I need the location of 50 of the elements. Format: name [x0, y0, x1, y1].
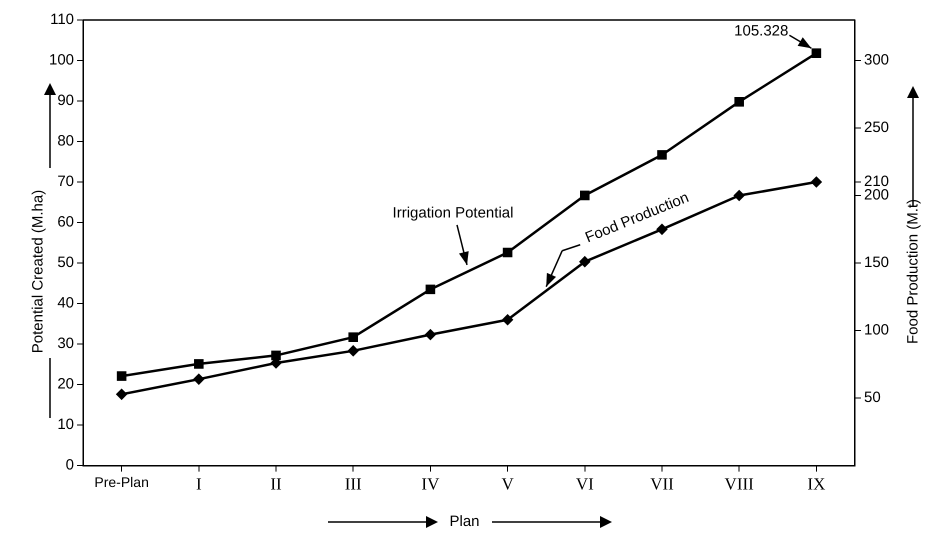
y-tick-label: 90 — [57, 92, 74, 110]
y-tick-label: 50 — [57, 254, 74, 272]
point — [426, 284, 436, 294]
point — [194, 359, 204, 369]
y2-tick-label: 50 — [864, 389, 881, 406]
y2-tick-label: 250 — [864, 119, 890, 136]
y2-tick-label: 300 — [864, 52, 890, 69]
x-tick-label: I — [196, 474, 202, 494]
y2-axis-title: Food Production (M.t) — [904, 198, 922, 346]
point — [580, 190, 590, 200]
point — [425, 329, 436, 340]
y-axis-title: Potential Created (M.ha) — [30, 188, 46, 356]
y-tick-label: 30 — [57, 335, 74, 352]
point — [194, 374, 204, 384]
x-tick-label: VI — [576, 474, 594, 494]
point — [812, 48, 822, 58]
point — [348, 332, 358, 342]
y-tick-label: 60 — [57, 214, 74, 231]
point — [116, 389, 127, 400]
y-tick-label: 0 — [66, 456, 74, 474]
point — [657, 150, 667, 160]
y2-tick-label: 100 — [864, 322, 890, 339]
point — [734, 190, 744, 201]
point — [734, 97, 744, 107]
y-tick-label: 20 — [57, 376, 74, 393]
point — [502, 314, 513, 326]
x-tick-label: III — [344, 474, 362, 494]
y2-tick-label: 150 — [864, 254, 890, 272]
y-tick-label: 40 — [57, 294, 74, 312]
y-tick-label: 80 — [57, 132, 74, 150]
point — [271, 350, 281, 360]
point — [811, 176, 822, 188]
x-tick-label: Pre-Plan — [94, 474, 149, 490]
annotation: 105.328 — [734, 22, 788, 40]
x-axis-title: Plan — [448, 513, 481, 530]
x-tick-label: IV — [421, 474, 440, 494]
x-tick-label: IX — [807, 474, 826, 494]
x-tick-label: II — [270, 474, 282, 494]
y-tick-label: 100 — [48, 52, 74, 69]
y-tick-label: 110 — [50, 11, 74, 28]
x-tick-label: VIII — [724, 474, 754, 494]
point — [348, 346, 358, 356]
point — [580, 256, 590, 267]
y-tick-label: 10 — [57, 416, 74, 434]
x-tick-label: V — [501, 474, 514, 494]
point — [116, 371, 126, 381]
y-tick-label: 70 — [57, 173, 74, 190]
point — [502, 248, 512, 258]
x-tick-label: VII — [650, 474, 674, 494]
series-label: Irrigation Potential — [392, 204, 514, 222]
